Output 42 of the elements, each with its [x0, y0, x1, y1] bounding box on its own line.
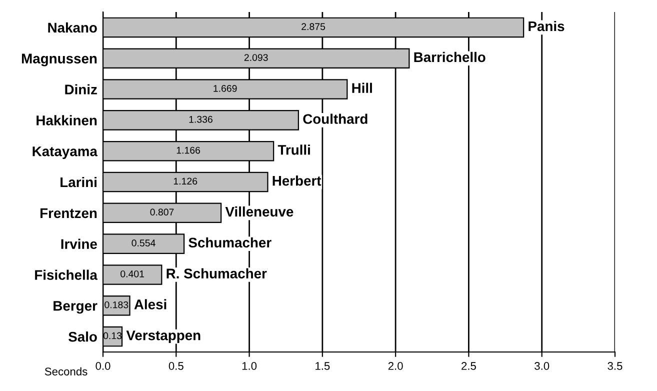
- y-tick-label: Katayama: [32, 146, 98, 160]
- data-label: 2.093: [244, 54, 268, 61]
- x-tick-label: 0.5: [168, 362, 184, 370]
- data-label: 0.183: [104, 301, 128, 308]
- y-tick-label: Diniz: [65, 84, 97, 94]
- x-tick-label: 0.0: [96, 362, 110, 370]
- x-tick-label: 2.5: [462, 362, 476, 370]
- annotation: Panis: [528, 20, 564, 32]
- data-label: 0.807: [150, 208, 174, 216]
- data-label: 1.336: [189, 116, 212, 123]
- data-label: 1.669: [214, 85, 237, 92]
- x-tick-label: 3.0: [534, 362, 550, 370]
- annotation: Villeneuve: [225, 206, 294, 217]
- data-label: 0.554: [132, 240, 156, 246]
- annotation: Barrichello: [414, 52, 486, 62]
- annotation: Coulthard: [303, 114, 368, 124]
- y-tick-label: Frentzen: [40, 208, 97, 218]
- annotation: Hill: [352, 82, 372, 93]
- annotation: Schumacher: [188, 237, 272, 248]
- x-axis-title: Seconds: [44, 367, 88, 376]
- annotation: R. Schumacher: [166, 268, 267, 278]
- x-tick-label: 2.0: [388, 362, 403, 370]
- y-tick-label: Larini: [60, 176, 96, 188]
- y-tick-label: Irvine: [61, 238, 97, 249]
- y-tick-label: Fisichella: [35, 270, 98, 280]
- x-tick-label: 1.5: [316, 362, 330, 370]
- x-tick-label: 3.5: [608, 362, 622, 370]
- y-tick-label: Salo: [68, 332, 97, 342]
- data-label: 1.166: [176, 146, 200, 154]
- annotation: Alesi: [134, 299, 166, 310]
- data-label: 1.126: [174, 178, 198, 185]
- y-tick-label: Berger: [54, 301, 98, 314]
- annotation: Herbert: [272, 176, 322, 186]
- y-tick-label: Magnussen: [22, 54, 97, 66]
- annotation: Trulli: [278, 144, 310, 155]
- x-tick-label: 1.0: [242, 362, 257, 370]
- data-label: 2.875: [302, 23, 326, 30]
- data-label: 0.13: [103, 332, 122, 340]
- data-label: 0.401: [120, 270, 144, 278]
- annotation: Verstappen: [126, 330, 200, 344]
- y-tick-label: Nakano: [48, 22, 97, 33]
- y-tick-label: Hakkinen: [36, 115, 97, 126]
